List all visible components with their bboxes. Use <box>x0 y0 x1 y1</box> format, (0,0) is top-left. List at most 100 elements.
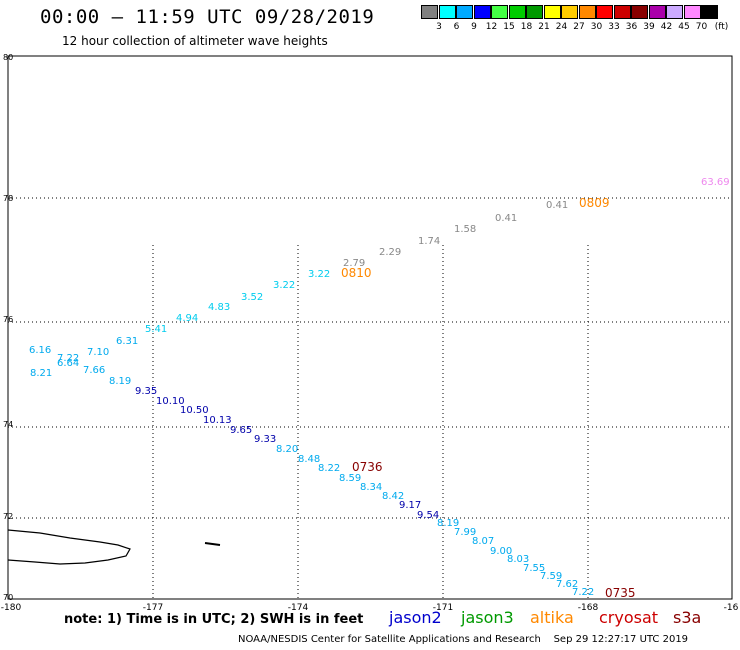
wave-height-value: 2.29 <box>379 247 401 258</box>
wave-height-value: 7.99 <box>454 527 476 538</box>
wave-height-value: 8.21 <box>30 368 52 379</box>
wave-height-value: 3.22 <box>273 280 295 291</box>
legend-swatch <box>613 5 631 19</box>
time-label: 0736 <box>352 460 383 474</box>
legend-swatch <box>508 5 526 19</box>
lat-label: 70 <box>3 593 13 602</box>
legend-label: 24 <box>555 22 568 32</box>
satellite-label-s3a: s3a <box>673 608 702 627</box>
legend-label: 9 <box>471 22 477 32</box>
wave-height-value: 9.00 <box>490 546 512 557</box>
legend-label: 3 <box>436 22 442 32</box>
legend-swatch <box>473 5 491 19</box>
lon-label: -174 <box>288 603 309 613</box>
legend-swatch <box>648 5 666 19</box>
legend-swatch <box>421 5 438 19</box>
map-title: 00:00 – 11:59 UTC 09/28/2019 <box>40 6 375 28</box>
wave-height-value: 9.17 <box>399 500 421 511</box>
footer-credit: NOAA/NESDIS Center for Satellite Applica… <box>238 634 689 645</box>
wave-height-value: 9.33 <box>254 434 276 445</box>
map-frame <box>7 55 733 600</box>
land-outline <box>7 529 131 565</box>
wave-height-value: 63.69 <box>701 177 730 188</box>
legend-label: 39 <box>643 22 655 32</box>
legend-swatch <box>456 5 473 19</box>
lon-label: -168 <box>578 603 599 613</box>
wave-height-value: 8.22 <box>318 463 340 474</box>
legend-swatch <box>666 5 683 19</box>
wave-height-value: 8.19 <box>109 376 131 387</box>
legend-unit: (ft) <box>714 22 729 32</box>
satellite-label-jason3: jason3 <box>461 608 514 627</box>
legend-label: 12 <box>485 22 498 32</box>
wave-height-value: 9.54 <box>417 510 439 521</box>
satellite-label-altika: altika <box>530 608 574 627</box>
wave-height-value: 8.34 <box>360 482 382 493</box>
wave-height-value: 6.16 <box>29 345 51 356</box>
satellite-label-jason2: jason2 <box>389 608 442 627</box>
wave-height-value: 7.59 <box>540 571 562 582</box>
legend-swatch <box>526 5 543 19</box>
lon-label: -177 <box>143 603 163 613</box>
legend-label: 27 <box>573 22 585 32</box>
legend-label: 42 <box>660 22 673 32</box>
lat-label: 72 <box>3 512 13 521</box>
legend-swatch <box>683 5 701 19</box>
wave-height-value: 10.10 <box>156 396 185 407</box>
note-text: note: 1) Time is in UTC; 2) SWH is in fe… <box>64 612 364 627</box>
lat-label: 76 <box>3 315 13 324</box>
map-subtitle: 12 hour collection of altimeter wave hei… <box>62 34 328 48</box>
lon-label: -171 <box>433 603 453 613</box>
legend-swatch <box>543 5 561 19</box>
lon-label: -180 <box>1 603 22 613</box>
wave-height-value: 7.66 <box>83 365 105 376</box>
wave-height-value: 9.65 <box>230 425 252 436</box>
wave-height-value: 8.20 <box>276 444 298 455</box>
wave-height-value: 7.62 <box>556 579 578 590</box>
lat-label: 78 <box>3 194 13 203</box>
wave-height-value: 8.42 <box>382 491 404 502</box>
wave-height-value: 8.07 <box>472 536 494 547</box>
legend-swatch <box>438 5 456 19</box>
legend-label: 21 <box>538 22 550 32</box>
legend-swatch <box>561 5 578 19</box>
legend-label: 6 <box>453 22 460 32</box>
legend-label: 45 <box>678 22 690 32</box>
legend-swatch <box>596 5 613 19</box>
wave-height-value: 4.94 <box>176 313 198 324</box>
wave-height-value: 6.64 <box>57 358 79 369</box>
wave-height-value: 0.41 <box>495 213 517 224</box>
wave-height-value: 8.19 <box>437 518 459 529</box>
legend-label: 33 <box>608 22 620 32</box>
wave-height-value: 4.83 <box>208 302 230 313</box>
wave-height-value: 3.52 <box>241 292 263 303</box>
wave-height-value: 7.10 <box>87 347 109 358</box>
wave-height-value: 2.79 <box>343 258 365 269</box>
wave-height-value: 1.74 <box>418 236 440 247</box>
legend-label: 36 <box>625 22 638 32</box>
wave-height-value: 7.22 <box>57 353 79 364</box>
legend-swatch <box>701 5 718 19</box>
time-label: 0735 <box>605 586 636 600</box>
legend-swatch <box>491 5 508 19</box>
lat-label: 74 <box>3 420 13 429</box>
wave-height-value: 8.59 <box>339 473 361 484</box>
wave-height-value: 1.58 <box>454 224 476 235</box>
wave-height-value: 6.31 <box>116 336 138 347</box>
island-outline <box>204 542 221 546</box>
legend-swatch <box>631 5 648 19</box>
legend-label: 30 <box>590 22 603 32</box>
wave-height-value: 0.41 <box>546 200 568 211</box>
wave-height-value: 8.48 <box>298 454 320 465</box>
lon-label: -16 <box>724 603 739 613</box>
legend-label: 18 <box>520 22 533 32</box>
wave-height-value: 7.22 <box>572 587 594 598</box>
time-label: 0810 <box>341 266 372 280</box>
wave-height-value: 8.03 <box>507 554 529 565</box>
lat-label: 80 <box>3 53 13 62</box>
wave-height-value: 9.35 <box>135 386 157 397</box>
wave-height-value: 3.22 <box>308 269 330 280</box>
wave-height-value: 7.55 <box>523 563 545 574</box>
time-label: 0809 <box>579 196 610 210</box>
